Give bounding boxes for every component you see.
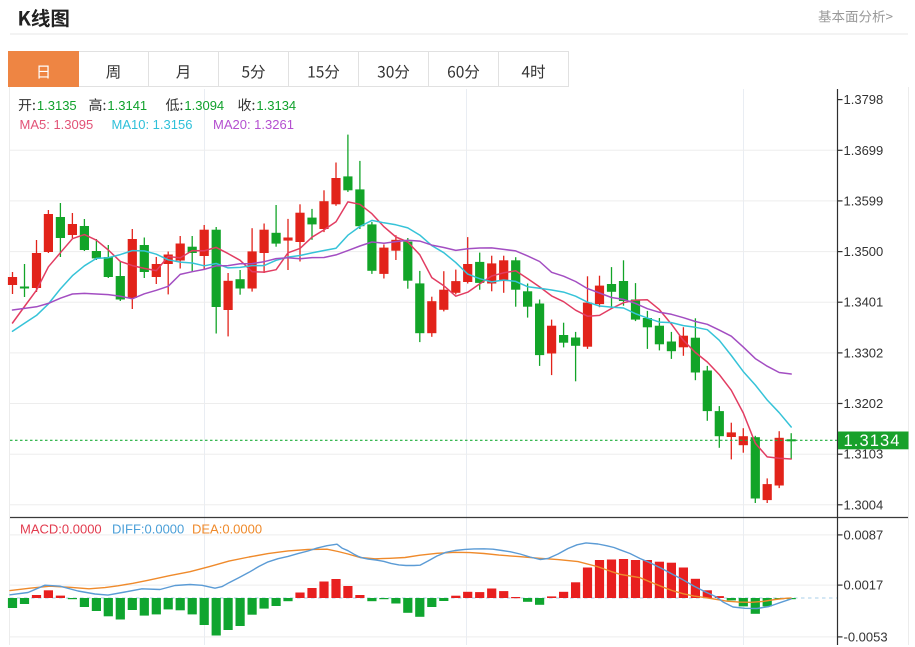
svg-text:1.3135: 1.3135 — [37, 98, 77, 113]
svg-text:1.3094: 1.3094 — [184, 98, 224, 113]
svg-text:1.3103: 1.3103 — [844, 447, 884, 462]
svg-text:DIFF:0.0000: DIFF:0.0000 — [112, 522, 184, 537]
svg-text:-0.0053: -0.0053 — [844, 629, 888, 644]
svg-text:MA20: 1.3261: MA20: 1.3261 — [213, 117, 294, 132]
svg-text:1.3302: 1.3302 — [844, 345, 884, 360]
svg-text:MA10: 1.3156: MA10: 1.3156 — [112, 117, 193, 132]
svg-text:1.3699: 1.3699 — [844, 143, 884, 158]
svg-text:1.3141: 1.3141 — [107, 98, 147, 113]
svg-text:1.3134: 1.3134 — [844, 432, 901, 450]
svg-text:1.3401: 1.3401 — [844, 295, 884, 310]
svg-text:1.3798: 1.3798 — [844, 92, 884, 107]
svg-text:1.3134: 1.3134 — [256, 98, 296, 113]
svg-text:MACD:0.0000: MACD:0.0000 — [20, 522, 102, 537]
svg-text:0.0087: 0.0087 — [844, 527, 884, 542]
svg-text:1.3599: 1.3599 — [844, 193, 884, 208]
svg-text:1.3202: 1.3202 — [844, 396, 884, 411]
svg-text:0.0017: 0.0017 — [844, 578, 884, 593]
svg-text:MA5: 1.3095: MA5: 1.3095 — [20, 117, 94, 132]
svg-text:1.3500: 1.3500 — [844, 244, 884, 259]
svg-text:1.3004: 1.3004 — [844, 497, 884, 512]
svg-text:DEA:0.0000: DEA:0.0000 — [192, 522, 262, 537]
